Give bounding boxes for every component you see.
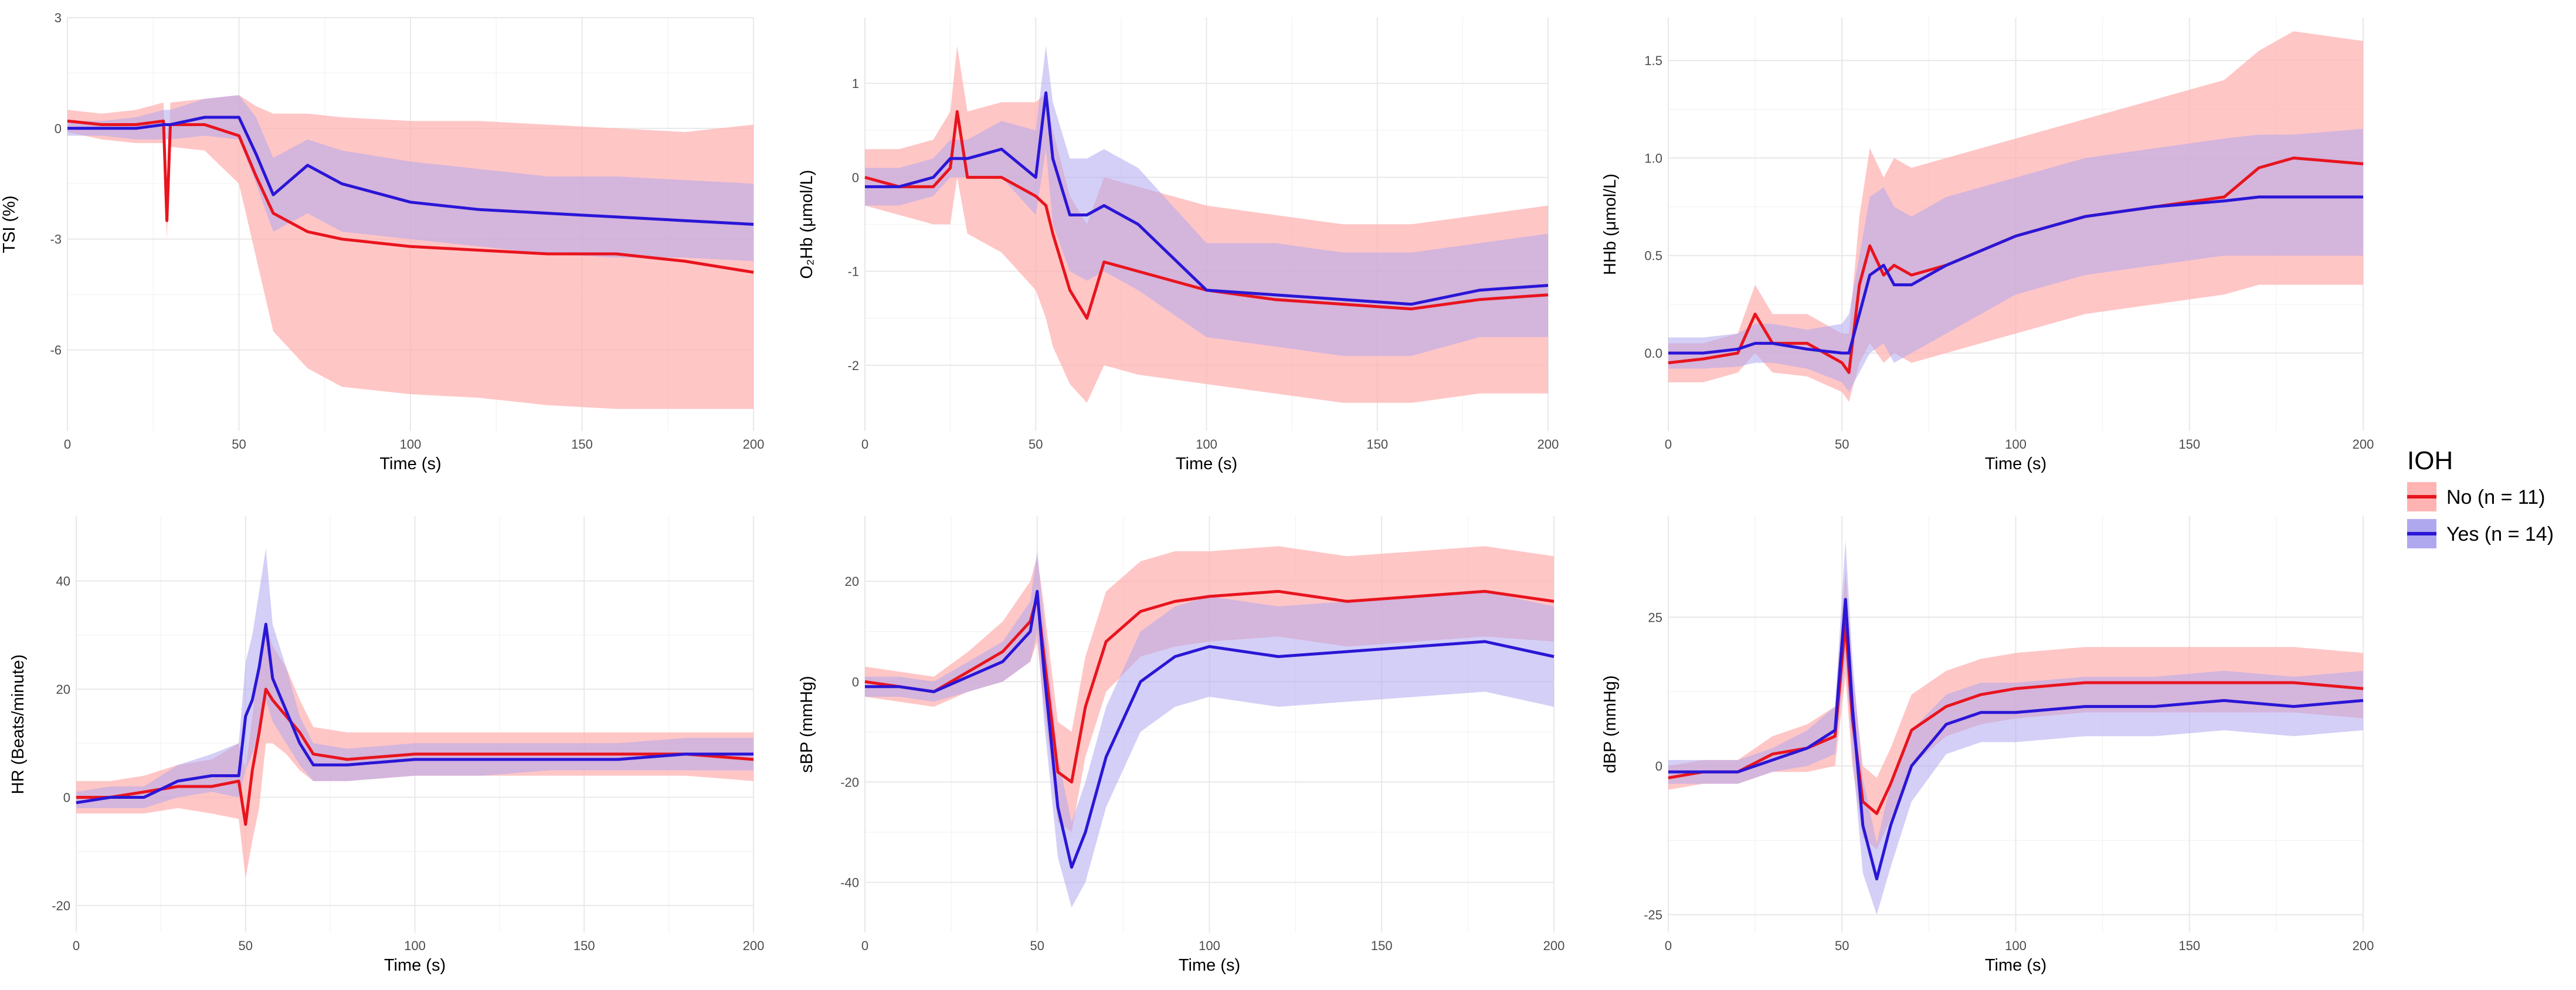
x-tick-label: 100 [404, 938, 426, 953]
y-tick-label: 1.5 [1644, 53, 1662, 68]
y-tick-label: 0 [63, 790, 70, 805]
x-axis-title: Time (s) [379, 455, 441, 473]
yes-mean-line [76, 622, 754, 805]
x-tick-label: 0 [861, 938, 868, 953]
x-tick-label: 0 [861, 437, 868, 452]
x-tick-label: 200 [743, 938, 765, 953]
y-tick-label: 0 [1655, 759, 1662, 774]
legend: IOH No (n = 11) Yes (n = 14) [2407, 446, 2554, 548]
y-axis-title: dBP (mmHg) [1601, 675, 1620, 773]
y-axis-title: TSI (%) [0, 195, 19, 253]
y-tick-label: 20 [56, 682, 70, 697]
x-tick-label: 150 [1371, 938, 1393, 953]
y-axis-title: HR (Beats/minute) [9, 655, 28, 795]
y-tick-label: -20 [840, 775, 859, 789]
no-mean-line [76, 687, 754, 826]
x-tick-label: 200 [1543, 938, 1565, 953]
yes-ci-band [865, 551, 1554, 908]
y-tick-label: -1 [847, 265, 859, 279]
yes-mean-line [865, 589, 1555, 869]
chart-panel-1: 0 50 100 150 200 -6 -3 0 3 Time (s) TSI (%) [0, 11, 764, 473]
x-tick-label: 100 [1196, 437, 1217, 452]
x-tick-label: 100 [1199, 938, 1220, 953]
yes-mean-line [1668, 598, 2364, 881]
y-tick-label: -40 [840, 875, 859, 890]
x-axis-title: Time (s) [1179, 956, 1240, 975]
y-tick-label: -20 [52, 899, 70, 913]
chart-panel-2: 0 50 100 150 200 -2 -1 0 1 Time (s) O₂Hb (μmol/L) [797, 18, 1559, 473]
x-tick-label: 50 [232, 437, 246, 452]
no-ci-band [67, 95, 754, 409]
chart-panel-3: 0 50 100 150 200 0.0 0.5 1.0 1.5 Time (s) HHb (μmo… [1601, 18, 2374, 473]
legend-entry-no: No (n = 11) [2407, 482, 2546, 511]
y-tick-label: 0 [852, 170, 859, 185]
yes-ci-band [865, 46, 1548, 356]
x-tick-label: 50 [1029, 437, 1043, 452]
x-axis-title: Time (s) [1985, 455, 2046, 473]
legend-title: IOH [2407, 446, 2453, 475]
x-tick-label: 200 [2353, 437, 2374, 452]
x-tick-label: 100 [2005, 437, 2027, 452]
x-tick-label: 150 [2178, 938, 2200, 953]
x-tick-label: 0 [1665, 938, 1672, 953]
yes-mean-line [67, 116, 754, 226]
legend-label-no: No (n = 11) [2446, 486, 2546, 508]
yes-mean-line [1668, 195, 2363, 355]
x-tick-label: 150 [2178, 437, 2200, 452]
no-mean-line [67, 119, 754, 274]
y-tick-label: 0.5 [1644, 249, 1662, 263]
y-tick-label: -2 [847, 358, 859, 373]
no-mean-line [1668, 622, 2364, 815]
legend-entry-yes: Yes (n = 14) [2407, 519, 2554, 548]
y-tick-label: 0 [55, 121, 62, 136]
grid [76, 516, 754, 933]
x-tick-label: 200 [2353, 938, 2374, 953]
y-tick-label: 3 [55, 11, 62, 25]
y-axis-title: sBP (mmHg) [797, 676, 816, 772]
x-tick-label: 200 [743, 437, 765, 452]
y-axis-title: O₂Hb (μmol/L) [797, 170, 816, 279]
y-tick-label: 1.0 [1644, 151, 1662, 165]
yes-ci-band [76, 548, 754, 808]
x-tick-label: 100 [400, 437, 422, 452]
yes-ci-band [1668, 128, 2363, 392]
yes-mean-line [865, 91, 1549, 306]
y-tick-label: 1 [852, 76, 859, 91]
y-tick-label: 40 [56, 574, 70, 589]
y-axis-title: HHb (μmol/L) [1601, 174, 1620, 275]
x-tick-label: 50 [1835, 938, 1849, 953]
x-tick-label: 50 [1835, 437, 1849, 452]
x-axis-title: Time (s) [1176, 455, 1237, 473]
x-tick-label: 0 [1665, 437, 1672, 452]
x-tick-label: 0 [73, 938, 80, 953]
x-tick-label: 50 [1030, 938, 1044, 953]
x-tick-label: 100 [2005, 938, 2027, 953]
chart-panel-5: 0 50 100 150 200 -40 -20 0 20 Time (s) sBP (mmHg) [797, 516, 1564, 975]
y-tick-label: 25 [1648, 610, 1662, 625]
y-tick-label: 20 [845, 574, 859, 589]
x-tick-label: 200 [1538, 437, 1559, 452]
x-axis-title: Time (s) [1985, 956, 2046, 975]
x-tick-label: 0 [64, 437, 71, 452]
no-mean-line [864, 589, 1555, 784]
no-mean-line [1668, 156, 2364, 374]
y-tick-label: -6 [50, 343, 62, 358]
x-tick-label: 50 [239, 938, 253, 953]
y-tick-label: 0 [852, 674, 859, 689]
y-tick-label: -25 [1644, 908, 1662, 923]
x-tick-label: 150 [1366, 437, 1388, 452]
chart-panel-4: 0 50 100 150 200 -20 0 20 40 Time (s) HR (Beats/mi… [9, 516, 764, 975]
y-tick-label: -3 [50, 232, 62, 247]
y-tick-label: 0.0 [1644, 346, 1662, 361]
x-tick-label: 150 [571, 437, 593, 452]
x-tick-label: 150 [573, 938, 595, 953]
legend-label-yes: Yes (n = 14) [2446, 523, 2554, 545]
x-axis-title: Time (s) [384, 956, 446, 975]
